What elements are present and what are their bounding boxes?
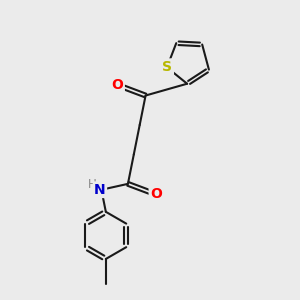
Text: O: O: [112, 78, 124, 92]
Text: O: O: [150, 187, 162, 201]
Text: H: H: [88, 178, 96, 191]
Text: S: S: [162, 60, 172, 74]
Text: N: N: [94, 183, 106, 197]
